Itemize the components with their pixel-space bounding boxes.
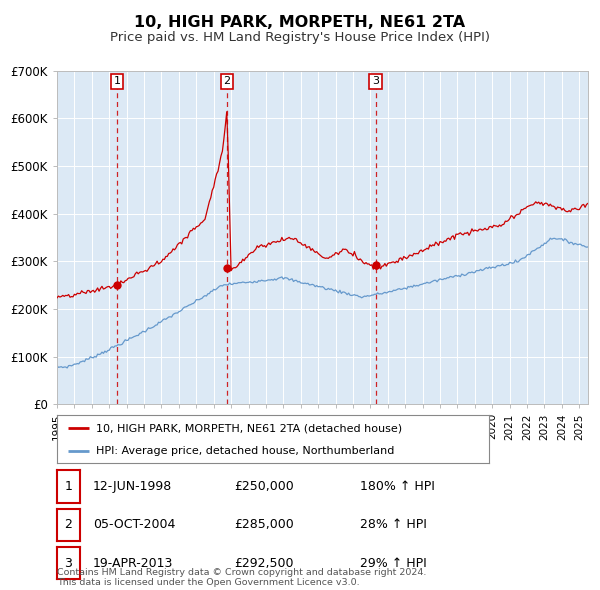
Text: 05-OCT-2004: 05-OCT-2004 (93, 518, 175, 532)
Text: 19-APR-2013: 19-APR-2013 (93, 556, 173, 570)
Text: 28% ↑ HPI: 28% ↑ HPI (360, 518, 427, 532)
Text: £250,000: £250,000 (234, 480, 294, 493)
Text: 1: 1 (64, 480, 73, 493)
Text: £285,000: £285,000 (234, 518, 294, 532)
Text: 3: 3 (64, 556, 73, 570)
Text: 1: 1 (113, 76, 121, 86)
Text: 2: 2 (64, 518, 73, 532)
Text: 3: 3 (372, 76, 379, 86)
Text: 10, HIGH PARK, MORPETH, NE61 2TA: 10, HIGH PARK, MORPETH, NE61 2TA (134, 15, 466, 30)
Text: £292,500: £292,500 (234, 556, 293, 570)
Text: 12-JUN-1998: 12-JUN-1998 (93, 480, 172, 493)
Text: 10, HIGH PARK, MORPETH, NE61 2TA (detached house): 10, HIGH PARK, MORPETH, NE61 2TA (detach… (96, 423, 402, 433)
Text: 180% ↑ HPI: 180% ↑ HPI (360, 480, 435, 493)
Text: 2: 2 (224, 76, 230, 86)
Text: 29% ↑ HPI: 29% ↑ HPI (360, 556, 427, 570)
Text: HPI: Average price, detached house, Northumberland: HPI: Average price, detached house, Nort… (96, 446, 394, 456)
Text: Contains HM Land Registry data © Crown copyright and database right 2024.
This d: Contains HM Land Registry data © Crown c… (57, 568, 427, 587)
Text: Price paid vs. HM Land Registry's House Price Index (HPI): Price paid vs. HM Land Registry's House … (110, 31, 490, 44)
